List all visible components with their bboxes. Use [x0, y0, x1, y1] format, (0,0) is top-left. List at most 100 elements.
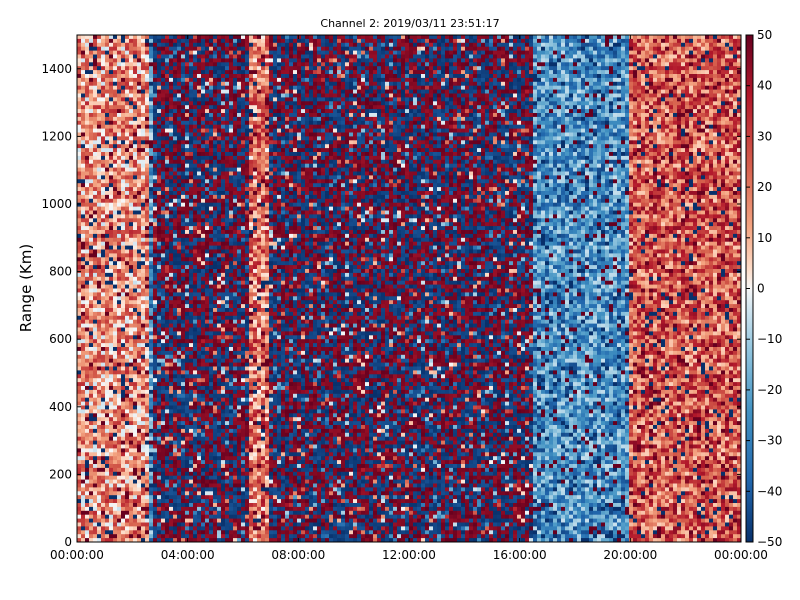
heatmap-cell [161, 284, 166, 289]
heatmap-cell [141, 534, 146, 539]
heatmap-cell [77, 339, 82, 344]
heatmap-cell [161, 354, 166, 360]
heatmap-cell [217, 245, 222, 250]
heatmap-cell [153, 233, 158, 239]
heatmap-cell [173, 198, 178, 204]
heatmap-cell [145, 171, 150, 176]
heatmap-cell [209, 257, 214, 262]
heatmap-cell [141, 77, 146, 83]
heatmap-cell [97, 530, 102, 535]
heatmap-cell [89, 159, 94, 165]
heatmap-cell [129, 163, 134, 169]
heatmap-cell [205, 50, 210, 55]
heatmap-cell [101, 155, 106, 161]
heatmap-cell [77, 210, 82, 215]
heatmap-cell [97, 253, 102, 258]
heatmap-cell [97, 159, 102, 165]
heatmap-cell [169, 62, 174, 67]
heatmap-cell [121, 506, 126, 512]
heatmap-cell [213, 214, 218, 219]
heatmap-cell [177, 183, 182, 188]
heatmap-cell [181, 397, 186, 403]
heatmap-cell [109, 413, 114, 418]
heatmap-cell [221, 144, 226, 149]
heatmap-cell [105, 167, 110, 172]
heatmap-cell [113, 518, 118, 523]
heatmap-cell [197, 378, 202, 383]
heatmap-cell [117, 464, 122, 469]
heatmap-cell [137, 319, 142, 325]
heatmap-cell [149, 499, 154, 504]
heatmap-cell [229, 50, 234, 55]
heatmap-cell [189, 183, 194, 188]
heatmap-cell [117, 163, 122, 169]
heatmap-cell [133, 167, 138, 172]
heatmap-cell [161, 128, 166, 133]
heatmap-cell [109, 308, 114, 313]
heatmap-cell [209, 261, 214, 266]
heatmap-cell [165, 74, 170, 79]
heatmap-cell [133, 354, 138, 360]
heatmap-cell [149, 506, 154, 512]
heatmap-cell [101, 506, 106, 512]
heatmap-cell [85, 499, 90, 504]
heatmap-cell [161, 93, 166, 98]
heatmap-cell [205, 464, 210, 469]
heatmap-cell [145, 120, 150, 126]
heatmap-cell [169, 233, 174, 239]
heatmap-cell [177, 393, 182, 399]
heatmap-cell [173, 308, 178, 313]
heatmap-cell [201, 171, 206, 176]
heatmap-cell [181, 140, 186, 145]
heatmap-cell [129, 210, 134, 215]
heatmap-cell [117, 284, 122, 289]
heatmap-cell [185, 183, 190, 188]
heatmap-cell [173, 187, 178, 192]
heatmap-cell [109, 315, 114, 321]
heatmap-cell [109, 191, 114, 196]
heatmap-cell [141, 413, 146, 418]
heatmap-cell [133, 448, 138, 453]
heatmap-cell [133, 230, 138, 235]
heatmap-cell [77, 46, 82, 52]
heatmap-cell [113, 413, 118, 418]
heatmap-cell [141, 253, 146, 258]
heatmap-cell [177, 495, 182, 500]
heatmap-cell [93, 315, 98, 321]
heatmap-cell [197, 120, 202, 126]
heatmap-cell [149, 308, 154, 313]
heatmap-cell [89, 124, 94, 130]
heatmap-cell [125, 113, 130, 118]
heatmap-cell [209, 495, 214, 500]
heatmap-cell [221, 319, 226, 325]
heatmap-cell [177, 300, 182, 305]
heatmap-cell [81, 448, 86, 453]
heatmap-cell [121, 495, 126, 500]
heatmap-cell [189, 66, 194, 71]
heatmap-cell [133, 62, 138, 67]
heatmap-cell [77, 128, 82, 133]
heatmap-cell [145, 311, 150, 317]
heatmap-cell [157, 70, 162, 75]
heatmap-cell [225, 116, 230, 122]
heatmap-cell [77, 417, 82, 422]
heatmap-cell [85, 471, 90, 477]
heatmap-cell [117, 116, 122, 122]
heatmap-cell [229, 253, 234, 258]
heatmap-cell [141, 483, 146, 488]
heatmap-cell [133, 503, 138, 508]
heatmap-cell [157, 292, 162, 297]
heatmap-cell [93, 495, 98, 500]
heatmap-cell [93, 163, 98, 169]
heatmap-cell [157, 81, 162, 87]
heatmap-cell [153, 354, 158, 360]
heatmap-cell [177, 308, 182, 313]
heatmap-cell [197, 370, 202, 375]
heatmap-cell [177, 530, 182, 535]
heatmap-cell [221, 374, 226, 379]
heatmap-cell [185, 210, 190, 215]
heatmap-cell [149, 257, 154, 262]
heatmap-cell [197, 448, 202, 453]
heatmap-cell [101, 409, 106, 414]
heatmap-cell [185, 308, 190, 313]
